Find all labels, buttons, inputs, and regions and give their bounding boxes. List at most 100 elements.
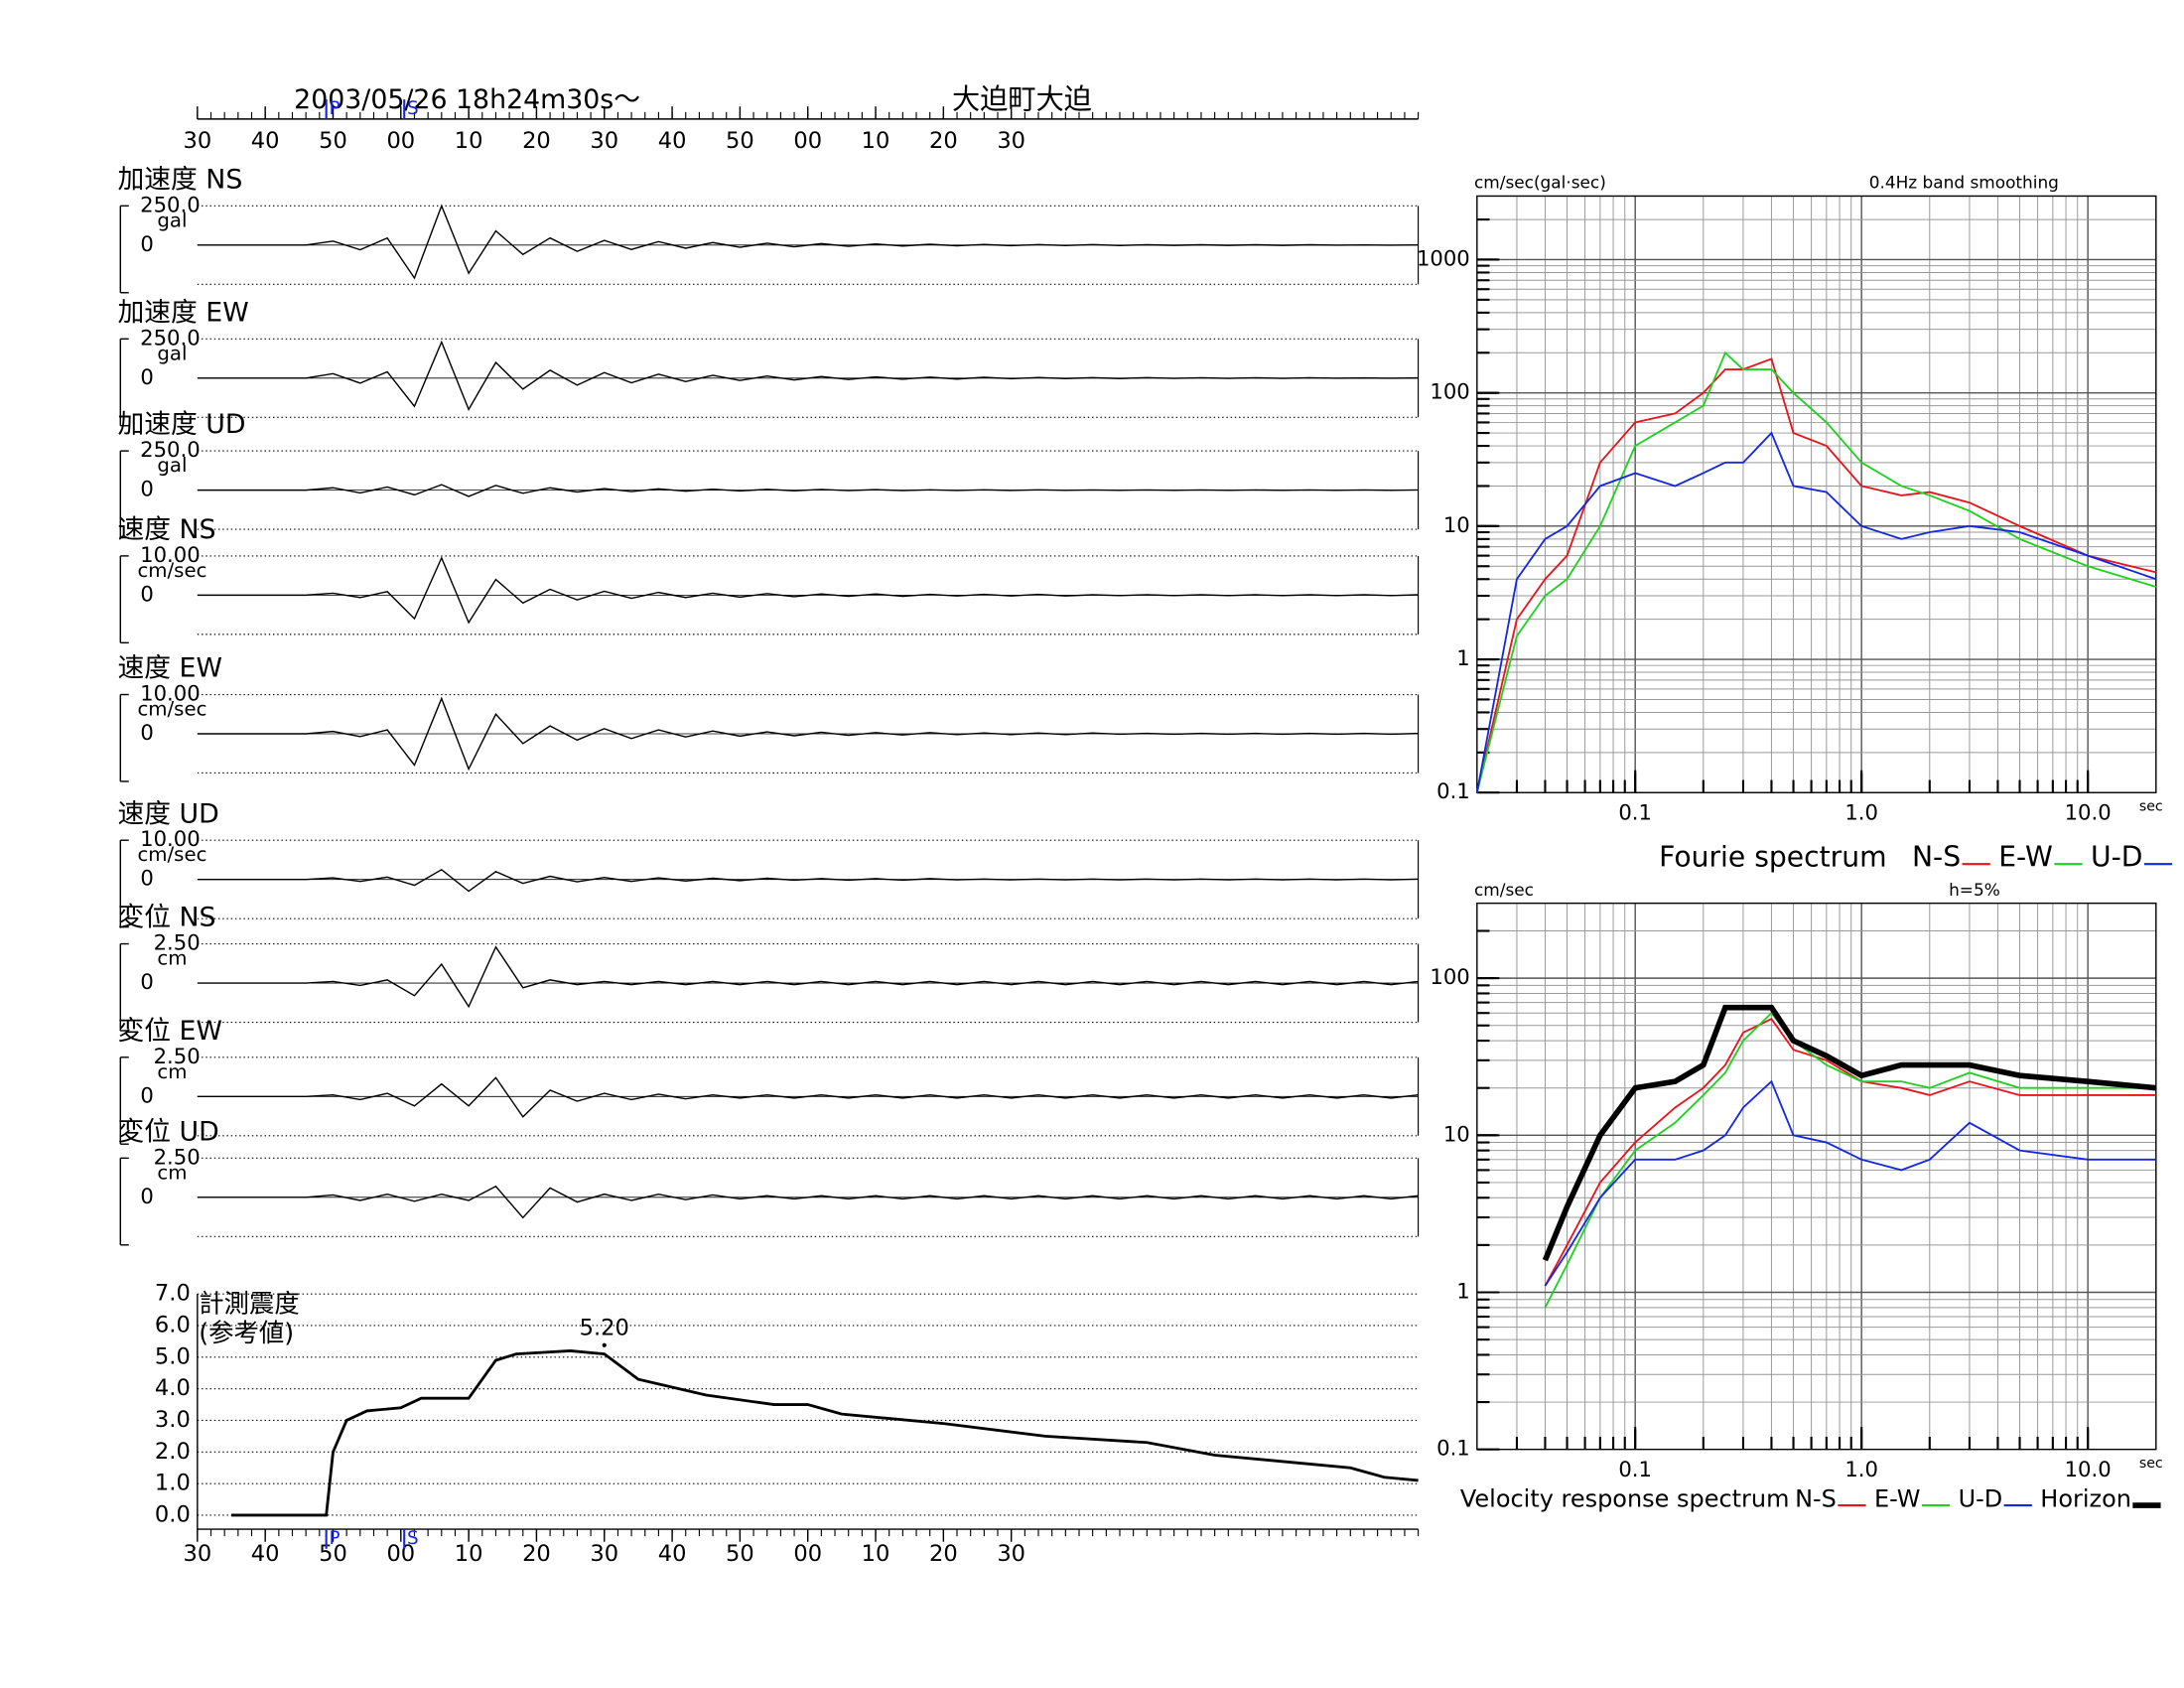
y-axis-unit: cm/sec xyxy=(1474,880,1534,900)
unit-label: gal xyxy=(157,209,187,231)
time-tick-label: 30 xyxy=(183,1541,211,1567)
spectrum-line xyxy=(1544,1018,2156,1287)
intensity-tick-label: 3.0 xyxy=(155,1407,191,1433)
waveform xyxy=(197,696,1419,772)
time-tick-label: 10 xyxy=(862,1541,890,1567)
legend-label: E-W xyxy=(1874,1484,1921,1512)
panel-title: 加速度 NS xyxy=(117,164,242,195)
unit-label: cm xyxy=(157,947,187,970)
time-tick-label: 20 xyxy=(522,128,551,154)
waveform xyxy=(197,484,1419,497)
scale-label: 250.0 xyxy=(140,325,201,350)
phase-marker-label: S xyxy=(407,1528,419,1549)
scale-label: 10.00 xyxy=(140,681,201,706)
time-tick-label: 40 xyxy=(251,128,280,154)
intensity-title: 計測震度 xyxy=(199,1288,299,1318)
waveform xyxy=(197,556,1419,625)
time-tick-label: 20 xyxy=(929,1541,958,1567)
legend-label: U-D xyxy=(2091,841,2143,874)
legend-label: Horizon xyxy=(2040,1484,2131,1512)
time-tick-label: 50 xyxy=(319,1541,347,1567)
panel-title: 加速度 UD xyxy=(117,409,245,440)
phase-marker-label: S xyxy=(407,98,419,119)
unit-label: gal xyxy=(157,454,187,477)
panel-title: 変位 UD xyxy=(117,1116,218,1147)
x-tick-label: 10.0 xyxy=(2065,1457,2112,1481)
time-tick-label: 30 xyxy=(590,128,618,154)
time-tick-label: 30 xyxy=(997,1541,1025,1567)
scale-label: 250.0 xyxy=(140,192,201,216)
x-axis-unit: sec xyxy=(2139,798,2163,814)
scale-label: 2.50 xyxy=(154,1144,201,1169)
panel-title: 速度 NS xyxy=(117,514,215,545)
x-tick-label: 10.0 xyxy=(2065,799,2112,824)
time-tick-label: 50 xyxy=(319,128,347,154)
legend-label: N-S xyxy=(1912,841,1961,874)
spectrum-title: Velocity response spectrum xyxy=(1460,1484,1790,1512)
scale-label: 10.00 xyxy=(140,826,201,851)
time-tick-label: 00 xyxy=(793,1541,822,1567)
y-tick-label: 1 xyxy=(1456,645,1469,670)
panel-title: 加速度 EW xyxy=(117,297,248,328)
intensity-title: (参考値) xyxy=(199,1318,294,1347)
unit-label: cm/sec xyxy=(137,559,206,582)
time-tick-label: 20 xyxy=(522,1541,551,1567)
unit-label: cm/sec xyxy=(137,698,206,721)
waveform xyxy=(197,340,1419,411)
legend-label: U-D xyxy=(1959,1484,2003,1512)
zero-label: 0 xyxy=(140,364,153,389)
time-tick-label: 10 xyxy=(455,1541,483,1567)
x-tick-label: 0.1 xyxy=(1618,1457,1652,1481)
time-tick-label: 30 xyxy=(183,128,211,154)
time-tick-label: 00 xyxy=(386,1541,415,1567)
x-axis-unit: sec xyxy=(2139,1456,2163,1472)
scale-label: 10.00 xyxy=(140,542,201,567)
plot-frame xyxy=(1476,902,2157,1451)
zero-label: 0 xyxy=(140,1184,153,1208)
zero-label: 0 xyxy=(140,866,153,891)
unit-label: cm xyxy=(157,1161,187,1184)
y-tick-label: 0.1 xyxy=(1436,1436,1470,1461)
time-tick-label: 20 xyxy=(929,128,958,154)
time-tick-label: 40 xyxy=(658,128,687,154)
station-name: 大迫町大迫 xyxy=(952,83,1092,116)
unit-label: gal xyxy=(157,342,187,364)
time-tick-label: 00 xyxy=(793,128,822,154)
spectrum-line xyxy=(1542,1004,2157,1262)
scale-label: 2.50 xyxy=(154,930,201,955)
intensity-tick-label: 2.0 xyxy=(155,1439,191,1465)
spectrum-line xyxy=(1475,351,2157,793)
intensity-tick-label: 1.0 xyxy=(155,1471,191,1496)
zero-label: 0 xyxy=(140,581,153,606)
time-tick-label: 00 xyxy=(386,128,415,154)
scale-label: 2.50 xyxy=(154,1044,201,1068)
legend-label: N-S xyxy=(1795,1484,1837,1512)
spectrum-title: Fourie spectrum xyxy=(1659,841,1886,874)
scale-label: 250.0 xyxy=(140,437,201,462)
waveform xyxy=(197,1076,1419,1118)
x-tick-label: 0.1 xyxy=(1618,799,1652,824)
time-tick-label: 40 xyxy=(251,1541,280,1567)
spectrum-note: 0.4Hz band smoothing xyxy=(1869,173,2059,193)
waveform xyxy=(197,945,1419,1009)
zero-label: 0 xyxy=(140,477,153,501)
peak-dot xyxy=(602,1342,607,1347)
y-tick-label: 100 xyxy=(1430,379,1469,404)
intensity-tick-label: 4.0 xyxy=(155,1375,191,1401)
time-tick-label: 30 xyxy=(997,128,1025,154)
peak-label: 5.20 xyxy=(580,1315,629,1340)
intensity-line xyxy=(231,1349,1419,1517)
y-tick-label: 1 xyxy=(1456,1278,1469,1303)
plot-frame xyxy=(1476,195,2157,793)
intensity-tick-label: 7.0 xyxy=(155,1281,191,1307)
spectrum-line xyxy=(1475,431,2157,793)
intensity-tick-label: 6.0 xyxy=(155,1312,191,1337)
time-tick-label: 50 xyxy=(726,128,754,154)
x-tick-label: 1.0 xyxy=(1844,799,1878,824)
panel-title: 変位 NS xyxy=(117,903,215,933)
y-tick-label: 100 xyxy=(1430,964,1469,989)
y-tick-label: 10 xyxy=(1443,1121,1470,1146)
waveform xyxy=(197,868,1419,893)
time-tick-label: 10 xyxy=(455,128,483,154)
intensity-tick-label: 5.0 xyxy=(155,1343,191,1369)
